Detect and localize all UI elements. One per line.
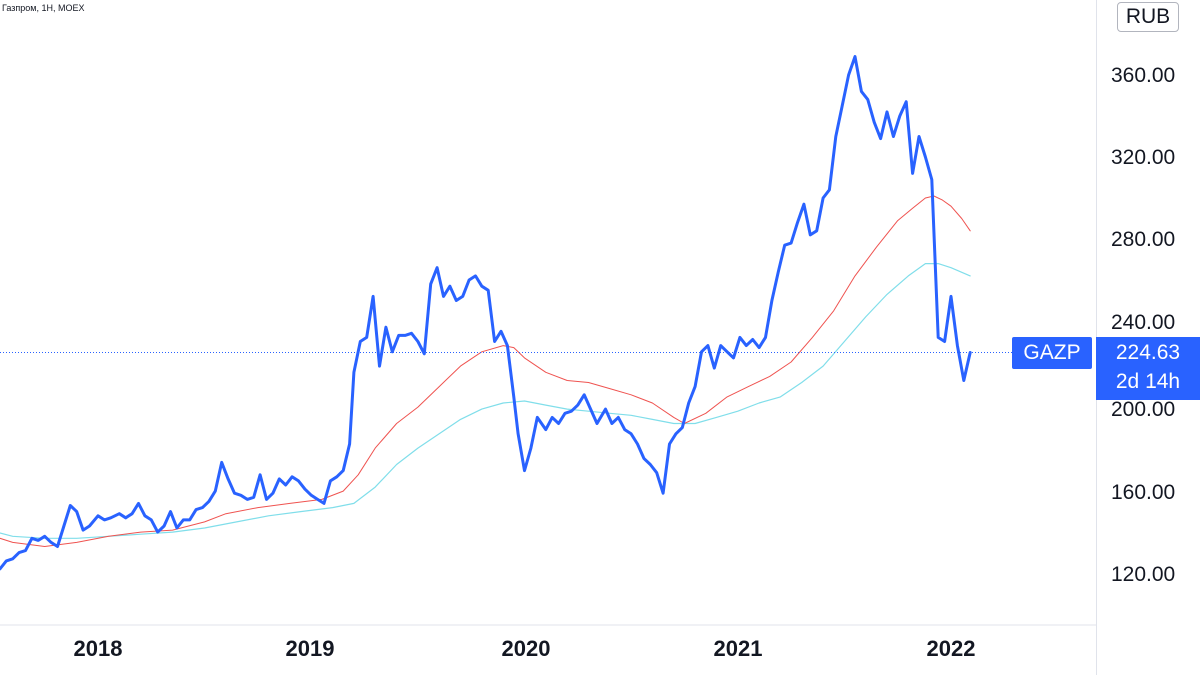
y-tick-label: 200.00: [1111, 398, 1176, 421]
y-tick-label: 280.00: [1111, 228, 1176, 251]
ticker-label: GAZP: [1012, 337, 1092, 369]
x-tick-label: 2019: [285, 636, 335, 661]
x-tick-label: 2018: [73, 636, 123, 661]
y-tick-label: 160.00: [1111, 481, 1176, 504]
y-tick-label: 120.00: [1111, 563, 1176, 586]
currency-button[interactable]: RUB: [1117, 2, 1179, 32]
y-tick-label: 240.00: [1111, 311, 1176, 334]
bar-countdown: 2d 14h: [1115, 370, 1181, 393]
price-line[interactable]: [0, 55, 972, 578]
x-tick-label: 2021: [713, 636, 763, 661]
last-price-value: 224.63: [1115, 341, 1181, 364]
symbol-info: Газпром, 1Н, MOEX: [2, 3, 85, 13]
x-tick-label: 2020: [501, 636, 551, 661]
last-price-badge: 224.63 2d 14h: [1096, 337, 1200, 400]
moving-average-fast-line[interactable]: [0, 195, 971, 547]
y-tick-label: 360.00: [1111, 64, 1176, 87]
moving-average-slow-line[interactable]: [0, 263, 971, 539]
x-tick-label: 2022: [926, 636, 976, 661]
y-tick-label: 320.00: [1111, 146, 1176, 169]
